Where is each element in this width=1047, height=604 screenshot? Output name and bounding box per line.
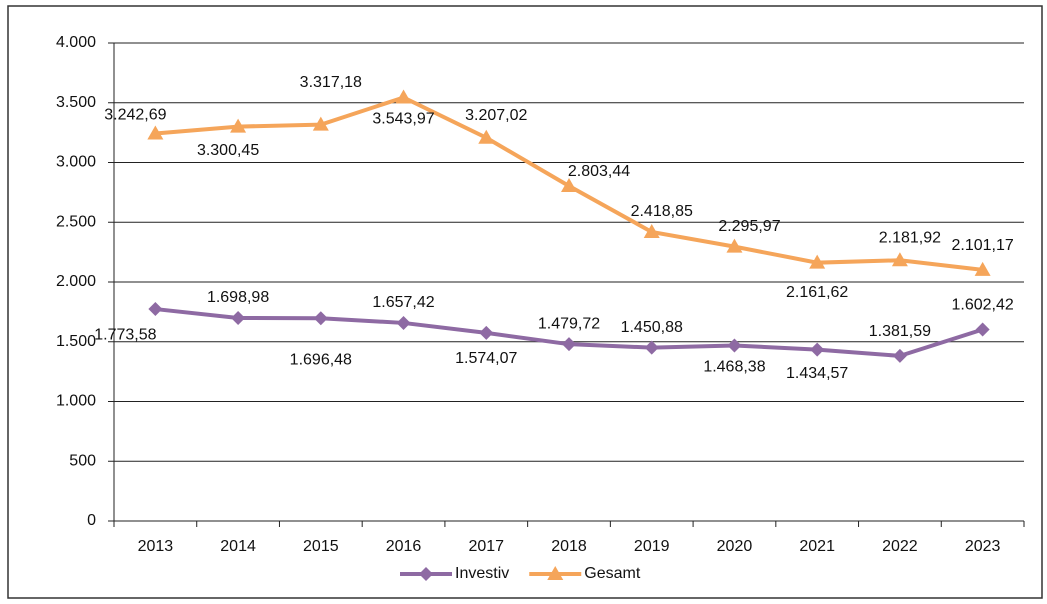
x-tick-label: 2021 — [799, 538, 835, 555]
data-label: 1.381,59 — [869, 323, 931, 340]
marker — [479, 325, 494, 340]
marker — [809, 254, 826, 269]
marker — [312, 116, 329, 131]
x-tick-label: 2019 — [634, 538, 670, 555]
x-tick-label: 2022 — [882, 538, 918, 555]
data-label: 2.181,92 — [879, 229, 941, 246]
marker — [727, 338, 742, 353]
legend-marker — [547, 566, 564, 580]
data-label: 3.242,69 — [104, 107, 166, 124]
marker — [726, 238, 743, 253]
marker — [395, 89, 412, 104]
marker — [478, 129, 495, 144]
y-tick-label: 2.000 — [56, 273, 96, 290]
y-tick-label: 500 — [69, 452, 96, 469]
marker — [974, 261, 991, 276]
data-label: 1.698,98 — [207, 289, 269, 306]
marker — [396, 315, 411, 330]
data-label: 1.450,88 — [621, 319, 683, 336]
y-tick-label: 3.000 — [56, 154, 96, 171]
y-tick-label: 1.500 — [56, 333, 96, 350]
x-tick-label: 2017 — [468, 538, 504, 555]
x-tick-label: 2016 — [386, 538, 422, 555]
x-tick-label: 2018 — [551, 538, 587, 555]
data-label: 3.300,45 — [197, 142, 259, 159]
marker — [891, 252, 908, 267]
marker — [810, 342, 825, 357]
data-label: 1.773,58 — [94, 326, 156, 343]
data-label: 1.696,48 — [290, 351, 352, 368]
data-label: 1.468,38 — [703, 359, 765, 376]
y-tick-label: 3.500 — [56, 94, 96, 111]
y-tick-label: 4.000 — [56, 34, 96, 51]
data-label: 2.101,17 — [951, 237, 1013, 254]
data-label: 1.479,72 — [538, 315, 600, 332]
x-tick-label: 2014 — [220, 538, 256, 555]
marker — [230, 118, 247, 133]
data-label: 1.657,42 — [372, 294, 434, 311]
marker — [643, 223, 660, 238]
x-tick-label: 2015 — [303, 538, 339, 555]
data-label: 2.161,62 — [786, 284, 848, 301]
marker — [148, 302, 163, 317]
data-label: 2.418,85 — [631, 203, 693, 220]
chart-frame — [7, 5, 1043, 599]
data-label: 1.574,07 — [455, 350, 517, 367]
y-tick-label: 2.500 — [56, 213, 96, 230]
data-label: 3.543,97 — [372, 111, 434, 128]
legend-marker — [419, 567, 433, 581]
marker — [313, 311, 328, 326]
marker — [147, 125, 164, 140]
legend-label: Investiv — [455, 565, 509, 582]
data-label: 1.602,42 — [951, 297, 1013, 314]
data-label: 2.803,44 — [568, 163, 630, 180]
x-tick-label: 2013 — [138, 538, 174, 555]
x-tick-label: 2020 — [717, 538, 753, 555]
y-tick-label: 0 — [87, 512, 96, 529]
marker — [892, 348, 907, 363]
data-label: 2.295,97 — [718, 218, 780, 235]
marker — [231, 310, 246, 325]
y-tick-label: 1.000 — [56, 393, 96, 410]
marker — [562, 337, 576, 352]
marker — [644, 340, 659, 355]
data-label: 3.207,02 — [465, 107, 527, 124]
data-label: 1.434,57 — [786, 365, 848, 382]
marker — [561, 177, 577, 192]
data-label: 3.317,18 — [300, 74, 362, 91]
marker — [975, 322, 990, 337]
legend-label: Gesamt — [584, 565, 641, 582]
x-tick-label: 2023 — [965, 538, 1001, 555]
